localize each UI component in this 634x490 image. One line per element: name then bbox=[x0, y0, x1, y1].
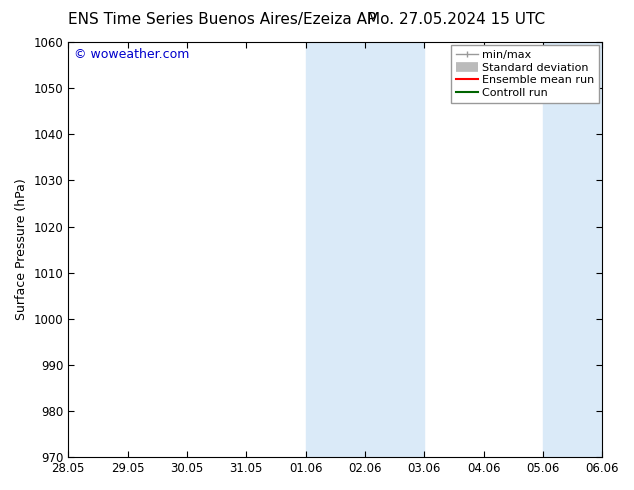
Legend: min/max, Standard deviation, Ensemble mean run, Controll run: min/max, Standard deviation, Ensemble me… bbox=[451, 46, 599, 102]
Text: © woweather.com: © woweather.com bbox=[74, 49, 189, 61]
Bar bbox=[543, 42, 602, 457]
Y-axis label: Surface Pressure (hPa): Surface Pressure (hPa) bbox=[15, 179, 28, 320]
Text: ENS Time Series Buenos Aires/Ezeiza AP: ENS Time Series Buenos Aires/Ezeiza AP bbox=[68, 12, 376, 27]
Text: Mo. 27.05.2024 15 UTC: Mo. 27.05.2024 15 UTC bbox=[368, 12, 545, 27]
Bar bbox=[306, 42, 424, 457]
